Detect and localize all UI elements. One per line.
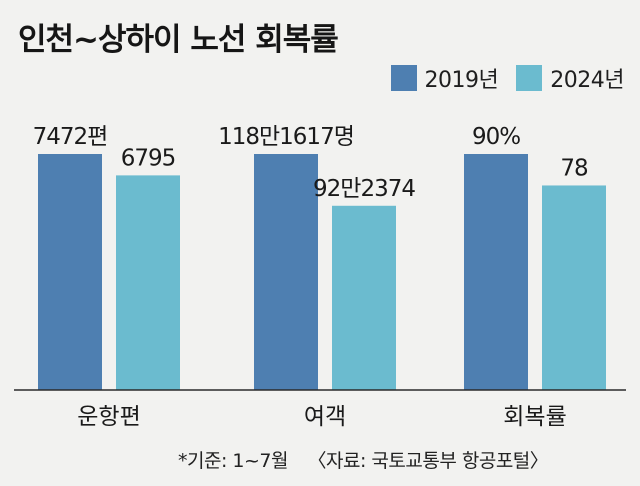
bar-1-0: [254, 154, 318, 390]
bar-0-0: [38, 154, 102, 390]
chart-footer: *기준: 1~7월 〈자료: 국토교통부 항공포털〉: [178, 446, 549, 473]
data-label-0-0: 7472편: [33, 124, 108, 150]
category-label-1: 여객: [304, 404, 346, 430]
data-label-1-1: 92만2374: [313, 176, 415, 202]
legend-label-2019: 2019년: [424, 68, 499, 93]
bar-2-0: [464, 154, 528, 390]
category-label-0: 운항편: [77, 404, 140, 430]
bar-0-1: [116, 175, 180, 390]
legend-item-2024: 2024년: [516, 62, 624, 94]
legend-item-2019: 2019년: [390, 62, 499, 94]
data-label-1-0: 118만1617명: [218, 124, 354, 150]
footnote: *기준: 1~7월: [178, 450, 288, 472]
data-label-2-0: 90%: [472, 124, 520, 150]
legend-swatch-2024: [516, 65, 543, 91]
category-label-2: 회복률: [503, 404, 566, 430]
chart-title: 인천~상하이 노선 회복률: [18, 22, 339, 58]
legend-swatch-2019: [390, 65, 417, 91]
bar-1-1: [332, 205, 396, 390]
legend-label-2024: 2024년: [550, 68, 624, 93]
data-label-0-1: 6795: [121, 145, 176, 171]
source-note: 〈자료: 국토교통부 항공포털〉: [307, 450, 549, 472]
bar-2-1: [542, 185, 606, 390]
legend: 2019년 2024년: [373, 62, 624, 94]
data-label-2-1: 78: [560, 155, 588, 181]
